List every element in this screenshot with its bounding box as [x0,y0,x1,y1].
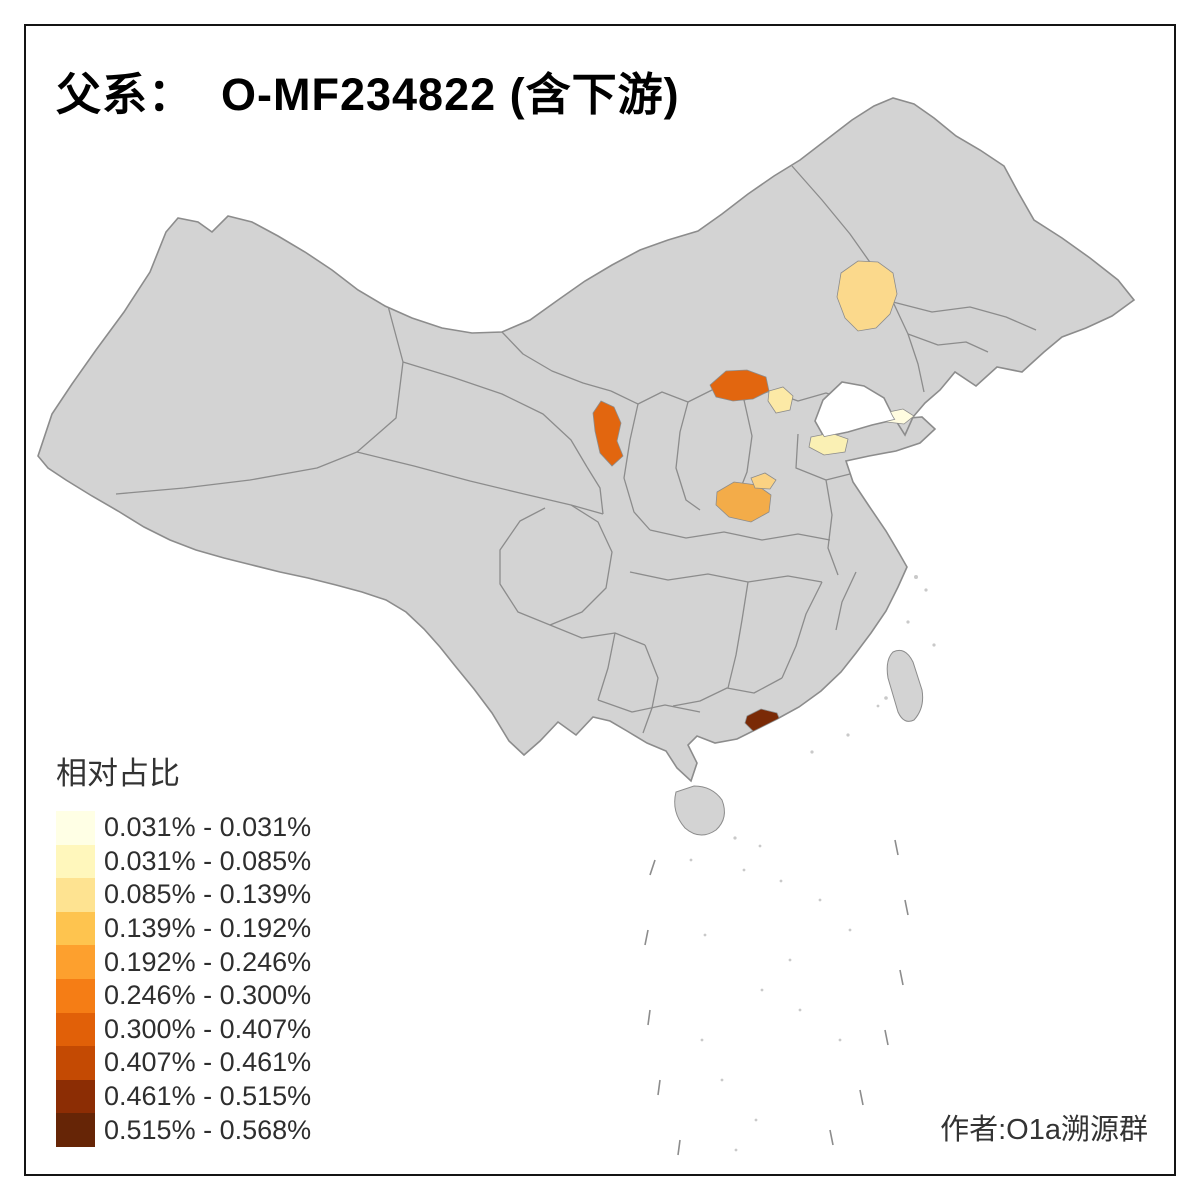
legend-swatch [56,1046,95,1080]
legend-item: 0.515% - 0.568% [56,1113,311,1147]
legend-items: 0.031% - 0.031% 0.031% - 0.085% 0.085% - 0… [56,811,311,1147]
legend-item: 0.246% - 0.300% [56,978,312,1013]
choropleth-regions [592,260,915,735]
hainan-island [674,785,725,836]
legend-swatch [56,1079,95,1114]
legend-label: 0.031% - 0.085% [104,845,312,876]
legend-label: 0.031% - 0.031% [104,812,312,843]
choropleth-region [836,260,898,332]
legend-item: 0.300% - 0.407% [56,1012,312,1047]
legend-item: 0.407% - 0.461% [56,1046,311,1080]
choropleth-region [750,472,777,490]
taiwan-island [886,649,924,722]
page-title: 父系： O-MF234822 (含下游) [56,69,680,120]
legend-swatch [56,844,95,879]
legend-label: 0.139% - 0.192% [104,913,312,944]
legend-label: 0.246% - 0.300% [104,980,312,1011]
legend-label: 0.192% - 0.246% [104,946,312,977]
legend-label: 0.515% - 0.568% [104,1114,312,1145]
legend-item: 0.461% - 0.515% [56,1079,312,1114]
mainland-outline [37,97,1136,783]
legend-swatch [56,978,95,1013]
legend-item: 0.031% - 0.031% [56,811,311,845]
legend-label: 0.300% - 0.407% [104,1013,312,1044]
attribution-text: 作者:O1a溯源群 [940,1114,1148,1146]
legend-swatch [56,878,95,912]
legend-swatch [56,811,95,845]
legend-swatch [56,911,95,946]
legend-swatch [56,945,95,979]
legend: 相对占比 0.031% - 0.031% 0.031% - 0.085% 0.085… [56,748,311,1147]
legend-label: 0.461% - 0.515% [104,1081,312,1112]
choropleth-region [767,386,794,414]
legend-item: 0.031% - 0.085% [56,844,312,879]
legend-item: 0.192% - 0.246% [56,945,311,979]
south-china-sea-islands [689,575,936,1152]
legend-swatch [56,1012,95,1047]
legend-item: 0.085% - 0.139% [56,878,311,912]
legend-label: 0.407% - 0.461% [104,1047,312,1078]
legend-title: 相对占比 [56,756,180,791]
legend-label: 0.085% - 0.139% [104,879,312,910]
choropleth-region [715,481,772,523]
legend-item: 0.139% - 0.192% [56,911,312,946]
legend-swatch [56,1113,95,1147]
choropleth-region [592,400,624,467]
province-borders [115,165,1037,734]
dashed-boundary-segments [644,839,909,1156]
